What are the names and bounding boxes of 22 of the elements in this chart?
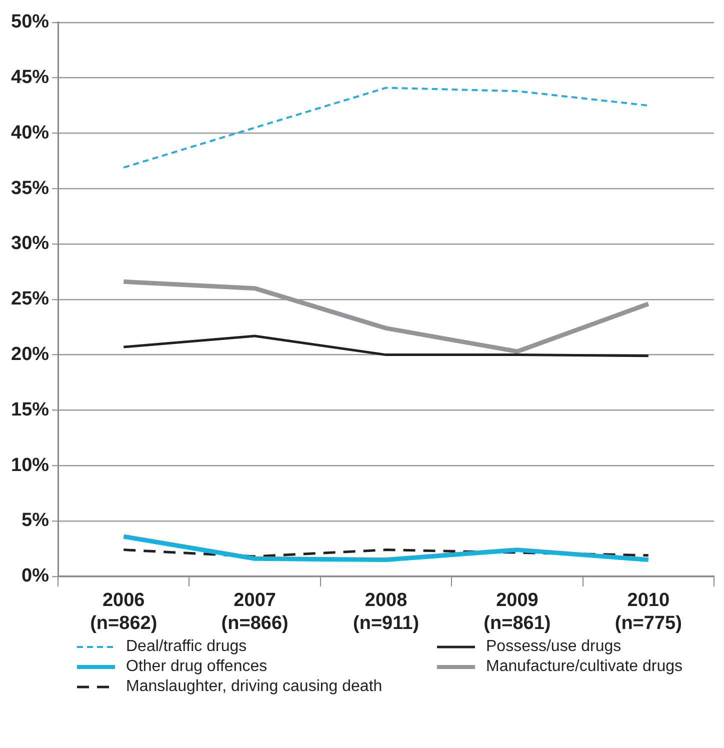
y-tick-label: 0% xyxy=(22,566,50,587)
y-tick-label: 50% xyxy=(10,12,50,33)
legend-label: Possess/use drugs xyxy=(486,638,622,656)
y-tick-label: 25% xyxy=(10,288,50,310)
legend-label: Other drug offences xyxy=(126,658,268,676)
y-tick-label: 30% xyxy=(10,233,50,254)
x-tick-label: 2010 (n=775) xyxy=(614,590,682,634)
legend-label: Manufacture/cultivate drugs xyxy=(486,658,683,676)
legend-label: Manslaughter, driving causing death xyxy=(126,678,382,696)
y-tick-label: 20% xyxy=(10,344,50,366)
y-tick-label: 5% xyxy=(22,510,50,532)
y-tick-label: 15% xyxy=(10,399,50,420)
x-tick-label: 2009 (n=861) xyxy=(484,590,551,634)
line-series xyxy=(122,86,650,169)
legend-label: Deal/traffic drugs xyxy=(126,638,247,656)
y-tick-label: 10% xyxy=(10,454,50,476)
x-tick-label: 2008 (n=911) xyxy=(353,590,420,634)
y-tick-label: 35% xyxy=(10,178,50,199)
x-tick-label: 2006 (n=862) xyxy=(90,590,158,634)
y-tick-label: 40% xyxy=(10,122,50,144)
y-tick-label: 45% xyxy=(10,67,50,88)
x-tick-label: 2007 (n=866) xyxy=(221,590,288,634)
